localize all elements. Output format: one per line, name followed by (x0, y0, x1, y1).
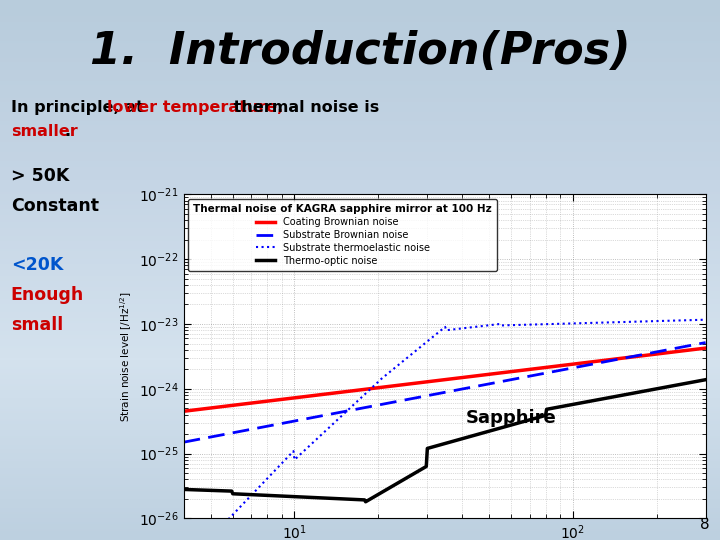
Substrate thermoelastic noise (431, 332, 439, 339)
Line: Thermo-optic noise: Thermo-optic noise (184, 380, 706, 502)
Substrate Brownian noise (427, 392, 436, 398)
Thermo-optic noise (701, 376, 710, 383)
Text: 8: 8 (700, 517, 709, 532)
Line: Substrate thermoelastic noise: Substrate thermoelastic noise (184, 320, 706, 538)
Substrate thermoelastic noise (462, 325, 470, 331)
Substrate Brownian noise (179, 439, 188, 446)
Substrate Brownian noise (462, 385, 470, 392)
Coating Brownian noise (490, 370, 499, 377)
Coating Brownian noise (179, 408, 188, 415)
Coating Brownian noise (431, 377, 439, 384)
Y-axis label: Strain noise level [/Hz$^{1/2}$]: Strain noise level [/Hz$^{1/2}$] (118, 291, 133, 422)
Text: small: small (11, 316, 63, 334)
Thermo-optic noise (428, 444, 437, 450)
Coating Brownian noise (607, 356, 616, 363)
Thermo-optic noise (491, 426, 500, 433)
Thermo-optic noise (690, 379, 698, 385)
Substrate Brownian noise (607, 357, 616, 364)
Substrate thermoelastic noise (701, 316, 710, 323)
Thermo-optic noise (179, 486, 188, 492)
Text: smaller: smaller (11, 124, 78, 139)
Text: lower temperature,: lower temperature, (107, 100, 283, 115)
Legend: Coating Brownian noise, Substrate Brownian noise, Substrate thermoelastic noise,: Coating Brownian noise, Substrate Browni… (189, 199, 497, 271)
Text: Sapphire: Sapphire (466, 409, 557, 427)
Substrate thermoelastic noise (427, 335, 436, 341)
Substrate Brownian noise (701, 339, 710, 346)
Thermo-optic noise (608, 394, 617, 400)
Text: 1.  Introduction(Pros): 1. Introduction(Pros) (90, 30, 630, 73)
Substrate thermoelastic noise (689, 317, 698, 323)
Text: > 50K: > 50K (11, 167, 69, 185)
Substrate thermoelastic noise (179, 535, 188, 540)
Thermo-optic noise (431, 443, 440, 449)
Substrate Brownian noise (490, 380, 499, 386)
Coating Brownian noise (689, 346, 698, 353)
Substrate thermoelastic noise (490, 321, 499, 328)
Substrate Brownian noise (431, 391, 439, 397)
Line: Substrate Brownian noise: Substrate Brownian noise (184, 342, 706, 442)
Text: .: . (65, 124, 71, 139)
Substrate thermoelastic noise (607, 319, 616, 326)
Text: thermal noise is: thermal noise is (228, 100, 379, 115)
Text: Enough: Enough (11, 286, 84, 304)
Text: Constant: Constant (11, 197, 99, 215)
Text: In principle, at: In principle, at (11, 100, 149, 115)
Line: Coating Brownian noise: Coating Brownian noise (184, 348, 706, 411)
Coating Brownian noise (427, 378, 436, 384)
Thermo-optic noise (463, 434, 472, 441)
Coating Brownian noise (701, 345, 710, 352)
Substrate Brownian noise (689, 342, 698, 348)
Coating Brownian noise (462, 374, 470, 380)
Text: <20K: <20K (11, 256, 63, 274)
Thermo-optic noise (361, 498, 370, 505)
